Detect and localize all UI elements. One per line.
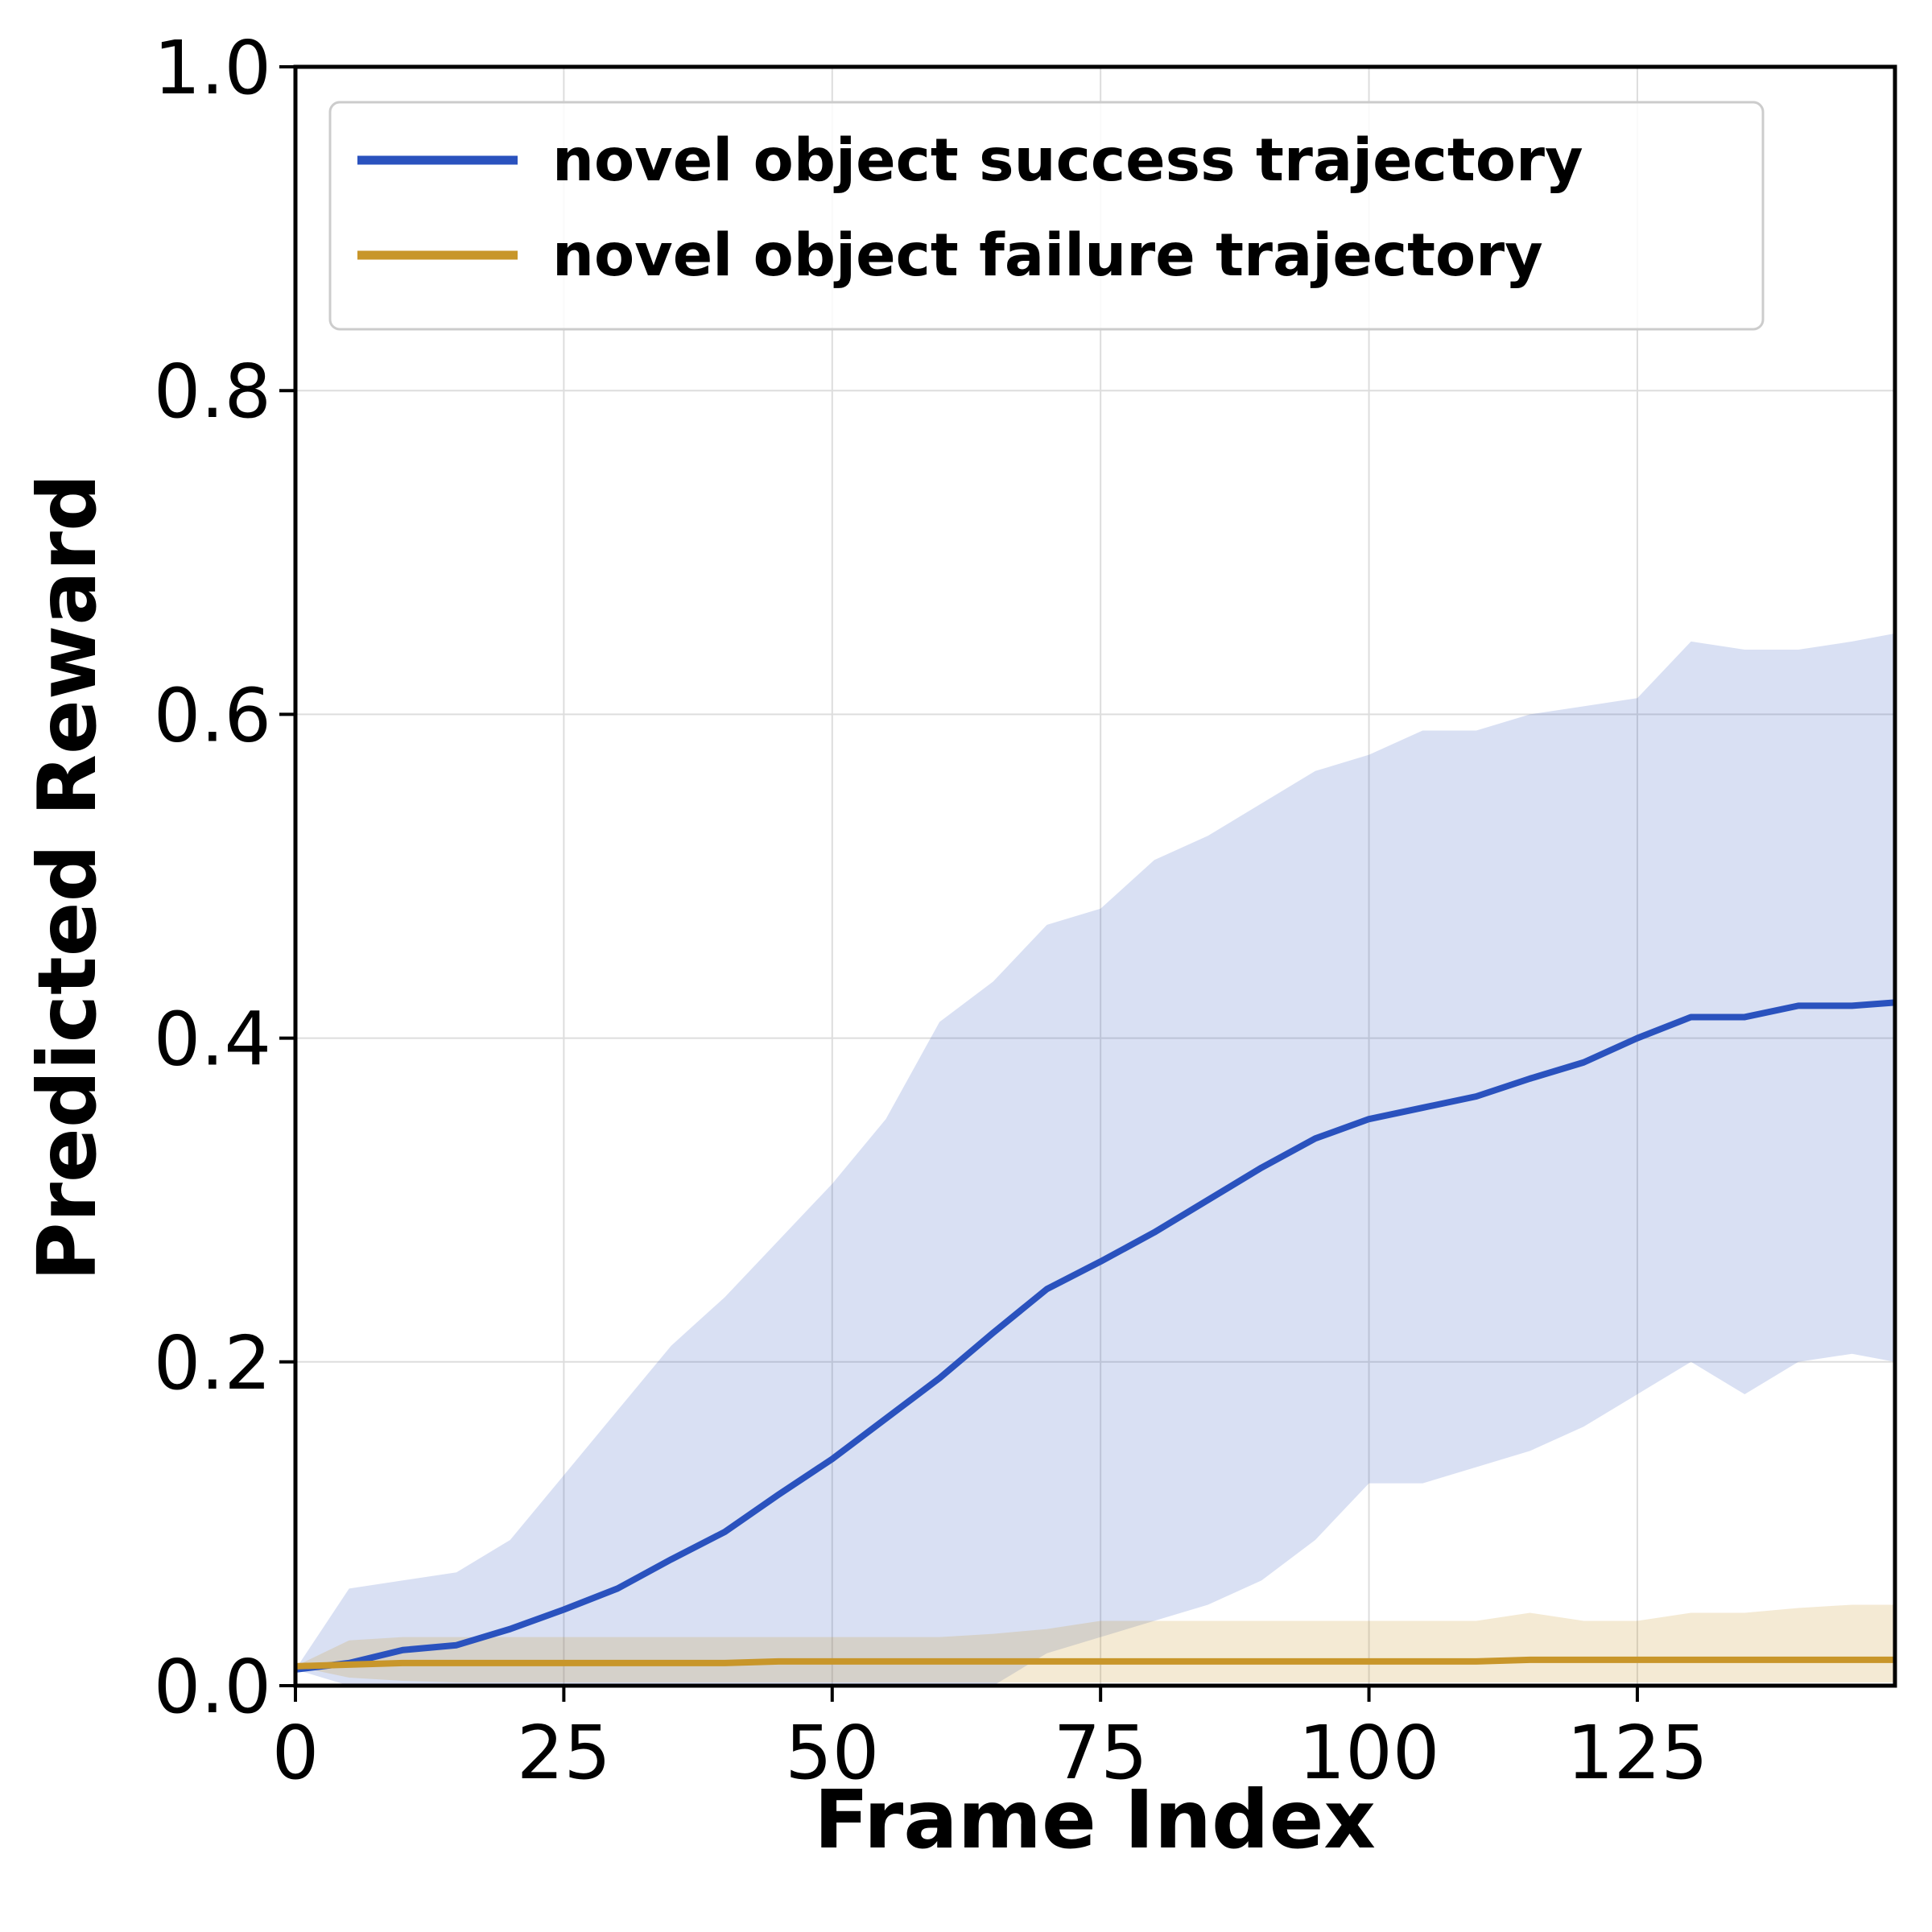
line <box>295 1656 1895 1670</box>
y-axis-label: Predicted Reward <box>20 473 114 1281</box>
x-tick-label: 0 <box>272 1710 320 1796</box>
legend-label: novel object success trajectory <box>552 126 1583 195</box>
y-tick-label: 0.4 <box>154 997 271 1083</box>
y-tick-label: 0.8 <box>154 349 271 435</box>
error-band <box>295 633 1895 1686</box>
x-tick-label: 75 <box>1054 1710 1148 1796</box>
y-tick-label: 0.2 <box>154 1320 271 1406</box>
y-tick-label: 0.0 <box>154 1644 271 1730</box>
x-tick-label: 100 <box>1298 1710 1440 1796</box>
x-tick-label: 50 <box>785 1710 879 1796</box>
x-axis-label: Frame Index <box>814 1773 1376 1867</box>
plot-frame <box>293 64 1897 1688</box>
y-tick-label: 1.0 <box>154 25 271 111</box>
legend-label: novel object failure trajectory <box>552 221 1543 290</box>
legend-box <box>328 101 1765 331</box>
x-tick-label: 25 <box>517 1710 611 1796</box>
line <box>295 999 1896 1673</box>
y-tick-label: 0.6 <box>154 672 271 758</box>
x-tick-label: 125 <box>1567 1710 1708 1796</box>
